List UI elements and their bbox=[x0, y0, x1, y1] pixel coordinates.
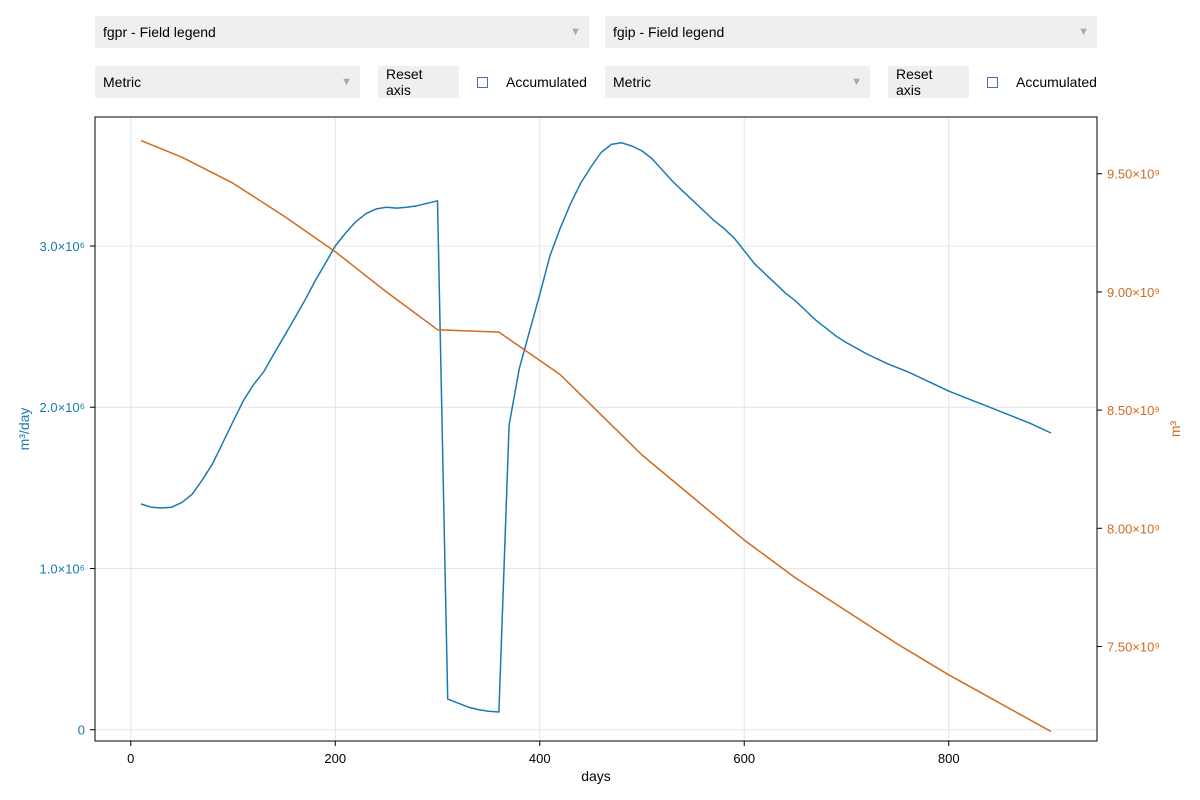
left-field-select[interactable]: fgpr - Field legend ▼ bbox=[95, 16, 589, 48]
right-tick-label: 9.00×10⁹ bbox=[1107, 285, 1160, 300]
right-field-select-label: fgip - Field legend bbox=[613, 24, 725, 40]
right-axis-ticks: 7.50×10⁹ 8.00×10⁹ 8.50×10⁹ 9.00×10⁹ 9.50×10⁹ bbox=[1097, 167, 1160, 654]
right-tick-label: 9.50×10⁹ bbox=[1107, 167, 1160, 182]
left-series-line bbox=[140, 142, 1052, 713]
right-units-select[interactable]: Metric ▼ bbox=[605, 66, 870, 98]
right-axis-label: m³ bbox=[1167, 421, 1183, 438]
left-accumulated-label: Accumulated bbox=[506, 74, 587, 90]
left-axis-ticks: 0 1.0×10⁶ 2.0×10⁶ 3.0×10⁶ bbox=[40, 239, 95, 738]
chevron-down-icon: ▼ bbox=[570, 26, 581, 38]
left-tick-label: 1.0×10⁶ bbox=[40, 561, 85, 576]
x-axis-label: days bbox=[581, 768, 611, 784]
x-tick-label: 0 bbox=[127, 751, 134, 766]
right-units-select-label: Metric bbox=[613, 74, 652, 90]
left-units-select-label: Metric bbox=[103, 74, 142, 90]
right-field-select[interactable]: fgip - Field legend ▼ bbox=[605, 16, 1097, 48]
left-axis-label: m³/day bbox=[16, 408, 32, 451]
left-accumulated-toggle[interactable]: Accumulated bbox=[477, 66, 587, 98]
x-axis-ticks: 0 200 400 600 800 bbox=[127, 741, 960, 766]
right-tick-label: 7.50×10⁹ bbox=[1107, 639, 1160, 654]
left-tick-label: 2.0×10⁶ bbox=[40, 400, 85, 415]
series-layer bbox=[140, 139, 1052, 733]
x-tick-label: 800 bbox=[938, 751, 960, 766]
x-tick-label: 400 bbox=[529, 751, 551, 766]
right-reset-axis-button[interactable]: Reset axis bbox=[888, 66, 969, 98]
right-tick-label: 8.00×10⁹ bbox=[1107, 521, 1160, 536]
x-tick-label: 200 bbox=[324, 751, 346, 766]
right-accumulated-checkbox[interactable] bbox=[987, 76, 998, 88]
left-tick-label: 3.0×10⁶ bbox=[40, 239, 85, 254]
right-series-line bbox=[140, 139, 1052, 733]
left-reset-axis-button[interactable]: Reset axis bbox=[378, 66, 459, 98]
left-tick-label: 0 bbox=[78, 723, 85, 738]
x-tick-label: 600 bbox=[733, 751, 755, 766]
left-units-select[interactable]: Metric ▼ bbox=[95, 66, 360, 98]
right-tick-label: 8.50×10⁹ bbox=[1107, 403, 1160, 418]
right-accumulated-toggle[interactable]: Accumulated bbox=[987, 66, 1097, 98]
chevron-down-icon: ▼ bbox=[1078, 26, 1089, 38]
chevron-down-icon: ▼ bbox=[851, 76, 862, 88]
chevron-down-icon: ▼ bbox=[341, 76, 352, 88]
left-accumulated-checkbox[interactable] bbox=[477, 76, 488, 88]
grid-lines bbox=[95, 117, 1097, 741]
left-field-select-label: fgpr - Field legend bbox=[103, 24, 216, 40]
right-accumulated-label: Accumulated bbox=[1016, 74, 1097, 90]
plot-frame bbox=[94, 116, 1098, 742]
